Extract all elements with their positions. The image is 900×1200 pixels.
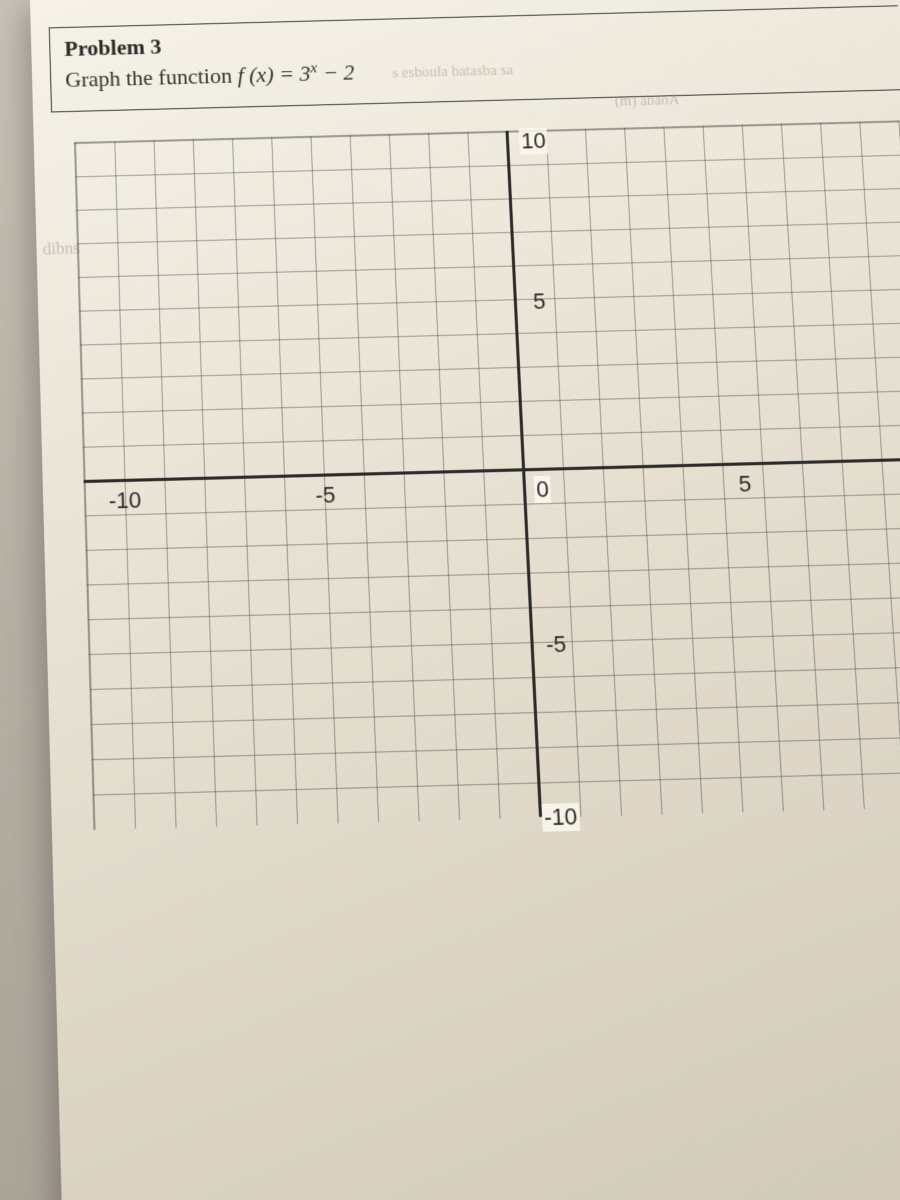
fn-left: f (x) = 3	[237, 61, 311, 88]
bleed-text-left: dibns	[42, 238, 80, 259]
prompt-prefix: Graph the function	[65, 63, 238, 93]
x-tick-neg5: -5	[313, 482, 338, 510]
fn-right: − 2	[317, 60, 355, 86]
bleed-text-2: (m) abaoA	[614, 92, 680, 111]
y-tick-neg5: -5	[543, 631, 569, 659]
x-tick-0: 0	[534, 476, 552, 504]
problem-box: Problem 3 Graph the function f (x) = 3x …	[49, 5, 900, 113]
graph-area: -10 -5 0 5 10 10 5 -5 -10	[74, 121, 900, 894]
x-tick-5: 5	[736, 471, 754, 499]
x-tick-neg10: -10	[106, 487, 143, 515]
worksheet-page: Problem 3 Graph the function f (x) = 3x …	[30, 0, 900, 1200]
y-tick-10: 10	[519, 128, 549, 155]
blank-space	[54, 870, 900, 1200]
photo-background: Problem 3 Graph the function f (x) = 3x …	[0, 0, 900, 1200]
y-tick-5: 5	[530, 288, 548, 315]
y-tick-neg10: -10	[541, 803, 580, 832]
graph-grid	[74, 121, 900, 831]
